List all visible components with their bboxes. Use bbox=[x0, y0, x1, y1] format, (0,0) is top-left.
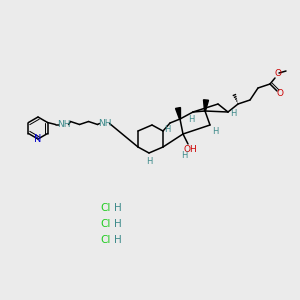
Text: H: H bbox=[188, 116, 194, 124]
Text: H: H bbox=[164, 125, 170, 134]
Polygon shape bbox=[203, 100, 208, 111]
Text: H: H bbox=[114, 203, 122, 213]
Text: O: O bbox=[274, 70, 281, 79]
Text: Cl: Cl bbox=[100, 219, 110, 229]
Polygon shape bbox=[176, 108, 181, 119]
Text: H: H bbox=[114, 219, 122, 229]
Text: Cl: Cl bbox=[100, 203, 110, 213]
Text: H: H bbox=[212, 127, 218, 136]
Text: OH: OH bbox=[183, 146, 197, 154]
Text: O: O bbox=[277, 89, 284, 98]
Text: NH: NH bbox=[98, 119, 111, 128]
Text: H: H bbox=[114, 235, 122, 245]
Text: N: N bbox=[34, 134, 42, 144]
Text: NH: NH bbox=[57, 120, 70, 129]
Text: H: H bbox=[146, 157, 152, 166]
Text: Cl: Cl bbox=[100, 235, 110, 245]
Text: H: H bbox=[181, 152, 187, 160]
Text: H: H bbox=[230, 110, 236, 118]
